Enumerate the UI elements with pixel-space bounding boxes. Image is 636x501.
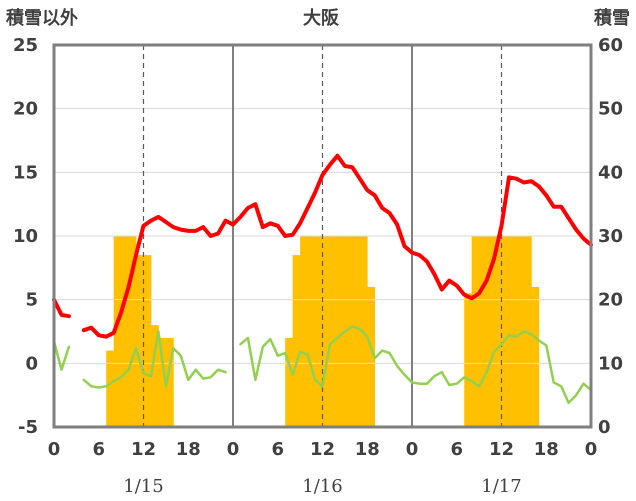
snow-bar: [464, 293, 473, 427]
x-tick-label: 0: [585, 439, 598, 460]
plot-frame: [52, 43, 593, 429]
left-tick-label: 20: [13, 99, 38, 120]
snow-bar: [106, 350, 115, 427]
snow-bar: [516, 236, 525, 427]
right-axis-ticks: 0 10 20 30 40 50 60: [598, 35, 623, 438]
left-axis-ticks: -5 0 5 10 15 20 25: [13, 35, 38, 438]
left-tick-label: 10: [13, 226, 38, 247]
x-tick-label: 6: [450, 439, 463, 460]
snow-bar: [165, 337, 174, 427]
date-label: 1/17: [481, 476, 521, 497]
snow-bar: [479, 236, 487, 427]
date-label: 1/15: [123, 476, 163, 497]
snow-bar: [344, 236, 353, 427]
snow-bar: [285, 337, 294, 427]
x-tick-label: 18: [176, 439, 201, 460]
snow-bar: [486, 236, 495, 427]
snow-bar: [337, 236, 346, 427]
snow-bar: [158, 337, 167, 427]
left-tick-label: 15: [13, 162, 38, 183]
snow-bar: [136, 255, 144, 427]
series-line-0: [52, 153, 593, 339]
x-tick-label: 18: [355, 439, 380, 460]
x-tick-label: 0: [406, 439, 419, 460]
snow-bar: [150, 325, 159, 427]
left-tick-label: 0: [25, 353, 38, 374]
snow-bar: [501, 236, 510, 427]
left-axis-title: 積雪以外: [5, 7, 78, 29]
date-label: 1/16: [302, 476, 342, 497]
snow-bar: [329, 236, 338, 427]
right-tick-label: 0: [598, 417, 611, 438]
snow-bar: [143, 255, 152, 427]
snow-bar: [307, 236, 316, 427]
x-tick-label: 12: [489, 439, 514, 460]
snow-bar: [352, 236, 361, 427]
right-tick-label: 10: [598, 353, 623, 374]
snow-bar: [471, 236, 480, 427]
date-labels: 1/15 1/16 1/17: [123, 476, 521, 497]
right-tick-label: 20: [598, 290, 623, 311]
snow-bar: [113, 236, 122, 427]
snow-bar: [300, 236, 308, 427]
right-axis-title: 積雪: [593, 7, 630, 29]
right-tick-label: 60: [598, 35, 623, 56]
right-tick-label: 40: [598, 162, 623, 183]
snow-bar: [322, 236, 331, 427]
x-tick-label: 6: [271, 439, 284, 460]
x-tick-label: 18: [534, 439, 559, 460]
snow-bar: [128, 236, 137, 427]
snow-bar: [315, 236, 323, 427]
right-tick-label: 30: [598, 226, 623, 247]
x-axis-ticks: 0 6 12 18 0 6 12 18 0 6 12 18 0: [48, 439, 598, 460]
snow-bar: [494, 236, 502, 427]
snow-bar: [367, 286, 376, 427]
series-line-1: [52, 325, 593, 405]
x-tick-label: 0: [227, 439, 240, 460]
snow-bar: [508, 236, 517, 427]
right-tick-label: 50: [598, 99, 623, 120]
chart-title: 大阪: [303, 7, 340, 29]
snow-bar: [292, 255, 301, 427]
snow-bar: [121, 236, 129, 427]
x-tick-label: 12: [131, 439, 156, 460]
snow-bar: [531, 286, 540, 427]
x-tick-label: 6: [92, 439, 105, 460]
left-tick-label: 5: [25, 290, 38, 311]
left-tick-label: -5: [18, 417, 38, 438]
x-tick-label: 12: [310, 439, 335, 460]
x-tick-label: 0: [48, 439, 61, 460]
left-tick-label: 25: [13, 35, 38, 56]
